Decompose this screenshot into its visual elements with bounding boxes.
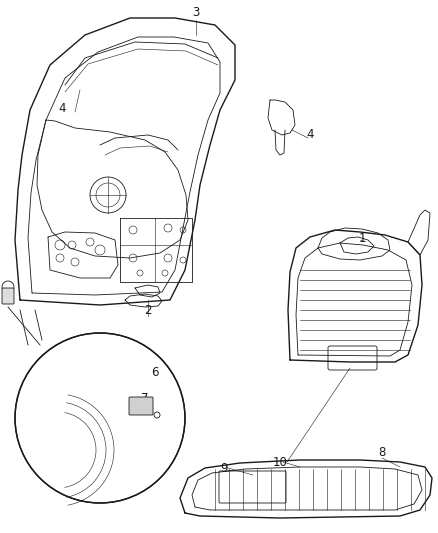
Text: 4: 4 <box>306 128 314 141</box>
FancyBboxPatch shape <box>129 397 153 415</box>
Text: 6: 6 <box>151 366 159 378</box>
Text: 3: 3 <box>192 5 200 19</box>
Text: 7: 7 <box>141 392 149 405</box>
Text: 8: 8 <box>378 447 386 459</box>
Circle shape <box>15 333 185 503</box>
Text: 4: 4 <box>58 101 66 115</box>
Text: 2: 2 <box>144 303 152 317</box>
Text: 9: 9 <box>220 462 228 474</box>
FancyBboxPatch shape <box>2 288 14 304</box>
Text: 10: 10 <box>272 456 287 469</box>
Text: 1: 1 <box>358 231 366 245</box>
